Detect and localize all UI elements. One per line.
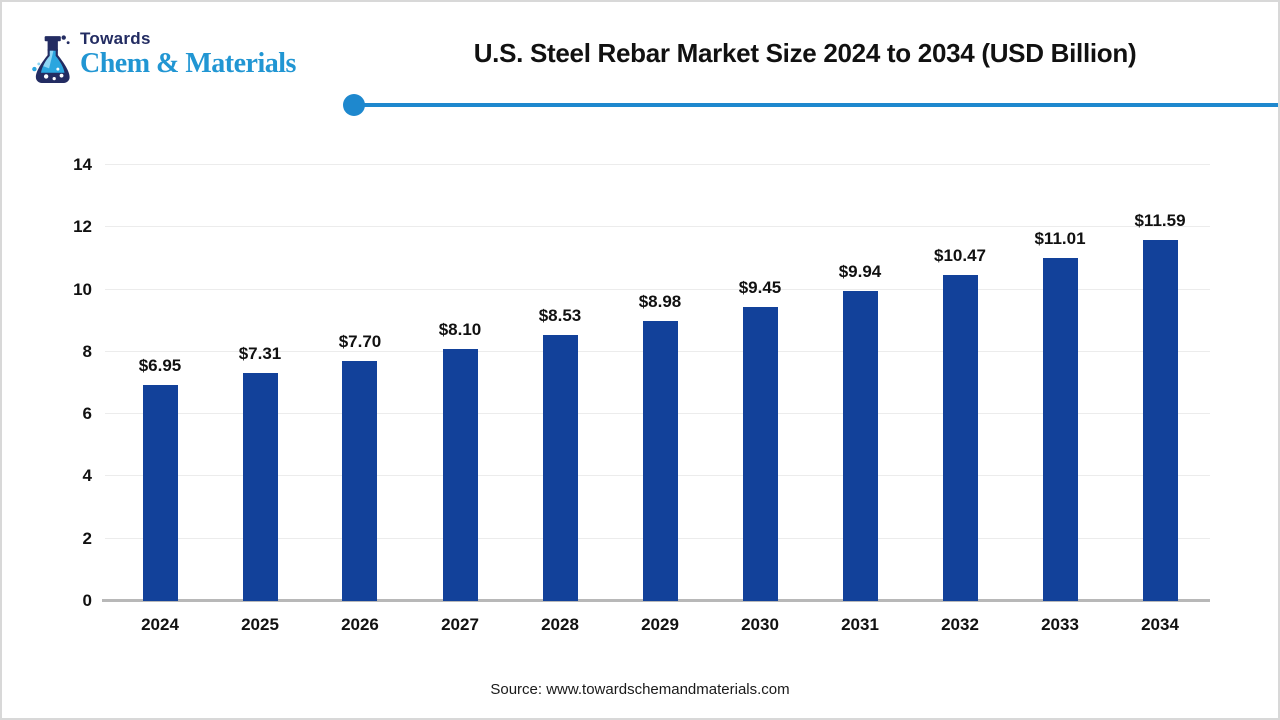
- x-tick-label: 2029: [641, 615, 679, 634]
- bar-2034: [1142, 240, 1178, 601]
- bar-value-label: $9.94: [838, 262, 882, 282]
- bar-2031: [842, 291, 878, 601]
- bar-2032: [942, 274, 978, 601]
- bar-2026: [342, 361, 378, 601]
- bar-value-label: $8.98: [638, 292, 682, 312]
- y-tick-label: 6: [82, 404, 92, 424]
- x-tick-label: 2026: [341, 615, 379, 634]
- x-tick-label: 2027: [441, 615, 479, 634]
- bar-value-label: $7.31: [238, 344, 282, 364]
- gridline: [105, 164, 1210, 165]
- y-tick-label: 14: [73, 155, 92, 174]
- brand-line2: Chem & Materials: [80, 48, 296, 79]
- y-tick-label: 10: [73, 279, 92, 299]
- bar-2027: [442, 348, 478, 601]
- bar-value-label: $7.70: [338, 332, 382, 352]
- bar-value-label: $6.95: [138, 355, 182, 375]
- x-tick-label: 2034: [1141, 615, 1179, 634]
- page-title: U.S. Steel Rebar Market Size 2024 to 203…: [473, 38, 1137, 68]
- x-tick-label: 2024: [141, 615, 179, 634]
- source-caption: Source: www.towardschemandmaterials.com: [490, 681, 790, 698]
- x-tick-label: 2031: [841, 615, 879, 634]
- brand-logo: Towards Chem & Materials: [30, 30, 296, 88]
- x-tick-label: 2030: [741, 615, 779, 634]
- bar-value-label: $8.53: [538, 306, 582, 326]
- bar-value-label: $11.59: [1134, 211, 1186, 231]
- y-tick-label: 12: [73, 217, 92, 237]
- flask-icon: [32, 35, 70, 83]
- y-tick-label: 2: [82, 528, 92, 548]
- bar-value-label: $8.10: [438, 319, 482, 339]
- header-divider-dot: [343, 94, 365, 116]
- y-tick-label: 0: [82, 591, 92, 610]
- brand-line1: Towards: [80, 29, 151, 48]
- bar-2028: [542, 335, 578, 601]
- bar-value-label: $10.47: [934, 245, 986, 265]
- header-divider-line: [354, 103, 1278, 107]
- x-tick-label: 2033: [1041, 615, 1079, 634]
- y-tick-label: 8: [82, 341, 92, 361]
- gridline: [105, 226, 1210, 228]
- bar-value-label: $9.45: [738, 277, 782, 297]
- y-axis: 0 2 4 6 8 10 12 14: [30, 155, 92, 610]
- bar-2024: [142, 384, 178, 601]
- x-tick-label: 2032: [941, 615, 979, 634]
- y-tick-label: 4: [82, 466, 92, 486]
- bar-chart-plot-area: $6.95 2024 $7.31 2025 $7.70 2026 $8.10 2027 $8.5…: [102, 164, 1210, 634]
- x-tick-label: 2028: [541, 615, 579, 634]
- bar-2025: [242, 373, 278, 601]
- brand-text: Towards Chem & Materials: [80, 30, 296, 78]
- bar-2030: [742, 306, 778, 601]
- bar-value-label: $11.01: [1034, 229, 1086, 249]
- gridline: [105, 288, 1210, 290]
- bar-2033: [1042, 258, 1078, 601]
- bar-2029: [642, 321, 678, 601]
- x-tick-label: 2025: [241, 615, 279, 634]
